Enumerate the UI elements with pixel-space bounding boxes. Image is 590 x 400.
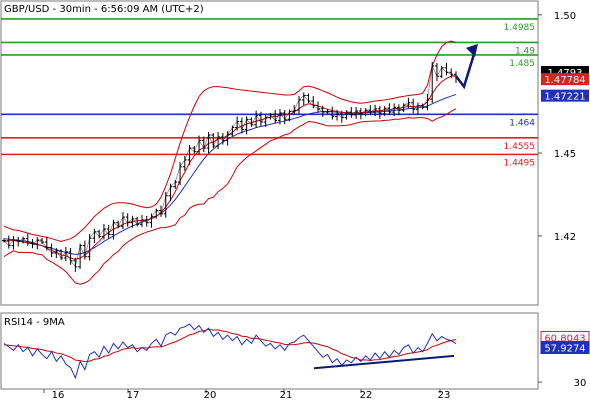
level-label-0: 1.4985 — [504, 23, 536, 33]
support-resistance-levels: 1.4985 1.49 1.485 1.464 1.4555 1.4495 — [1, 18, 538, 168]
rsi-ma-line — [3, 328, 457, 363]
rsi-plot-area — [0, 312, 539, 390]
rsi-tag-label-1: 57.9274 — [544, 343, 585, 354]
x-tick-label-3: 21 — [280, 390, 293, 400]
main-y-axis: 1.42 1.45 1.50 — [538, 11, 576, 243]
rsi-divergence-line — [313, 354, 455, 370]
x-tick-label-4: 22 — [360, 390, 373, 400]
rsi-line — [3, 323, 457, 380]
price-bars — [2, 61, 458, 272]
upper-band-line — [3, 40, 457, 242]
x-tick-label-2: 20 — [204, 390, 217, 400]
main-y-tick-label-1: 1.45 — [554, 149, 576, 160]
level-label-1: 1.49 — [515, 46, 535, 56]
x-tick-label-5: 23 — [438, 390, 451, 400]
price-tag-box-1 — [541, 73, 589, 86]
main-y-tick-label-0: 1.42 — [554, 232, 576, 243]
slow-ma-line — [3, 93, 457, 255]
rsi-tag-label-0: 60.8043 — [544, 334, 585, 345]
price-line — [3, 64, 457, 268]
main-chart-title: GBP/USD - 30min - 6:56:09 AM (UTC+2) — [4, 4, 204, 15]
rsi-series — [3, 323, 457, 380]
level-label-3: 1.464 — [509, 118, 535, 128]
level-label-5: 1.4495 — [504, 158, 536, 168]
x-axis: 16 17 20 21 22 23 — [43, 389, 451, 400]
rsi-chart-title: RSI14 - 9MA — [4, 317, 65, 328]
level-label-2: 1.485 — [509, 59, 535, 69]
bollinger-bands — [3, 40, 457, 285]
lower-band-line — [3, 108, 457, 285]
fast-ma-line — [3, 75, 457, 260]
main-y-tick-label-2: 1.50 — [554, 11, 576, 22]
rsi-y-tick-label-0: 30 — [574, 378, 587, 389]
price-tag-label-2: 1.47221 — [544, 92, 585, 103]
level-label-4: 1.4555 — [504, 142, 536, 152]
forecast-arrow — [455, 43, 478, 90]
price-tag-box-2 — [541, 89, 589, 102]
moving-averages — [3, 75, 457, 260]
x-tick-label-1: 17 — [127, 390, 140, 400]
price-tag-label-1: 1.47784 — [544, 75, 585, 86]
rsi-tag-box-1 — [540, 340, 590, 354]
main-plot-area — [0, 0, 539, 306]
rsi-y-axis: 30 — [538, 378, 586, 389]
forecast-arrow-shaft — [455, 50, 477, 90]
x-tick-label-0: 16 — [52, 390, 65, 400]
forecast-arrow-head — [466, 43, 478, 57]
